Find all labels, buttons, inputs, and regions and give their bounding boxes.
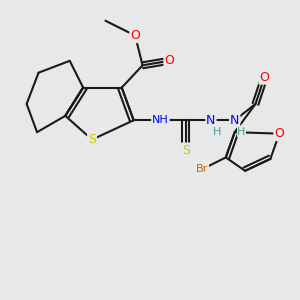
- Text: S: S: [182, 143, 190, 157]
- Text: S: S: [88, 133, 96, 146]
- Text: H: H: [237, 127, 245, 136]
- Text: O: O: [164, 54, 174, 67]
- Text: Br: Br: [196, 164, 208, 174]
- Text: O: O: [130, 29, 140, 42]
- Text: O: O: [260, 71, 269, 84]
- Text: H: H: [213, 127, 222, 136]
- Text: O: O: [274, 127, 284, 140]
- Text: NH: NH: [152, 115, 169, 125]
- Text: N: N: [230, 114, 239, 127]
- Text: N: N: [206, 114, 216, 127]
